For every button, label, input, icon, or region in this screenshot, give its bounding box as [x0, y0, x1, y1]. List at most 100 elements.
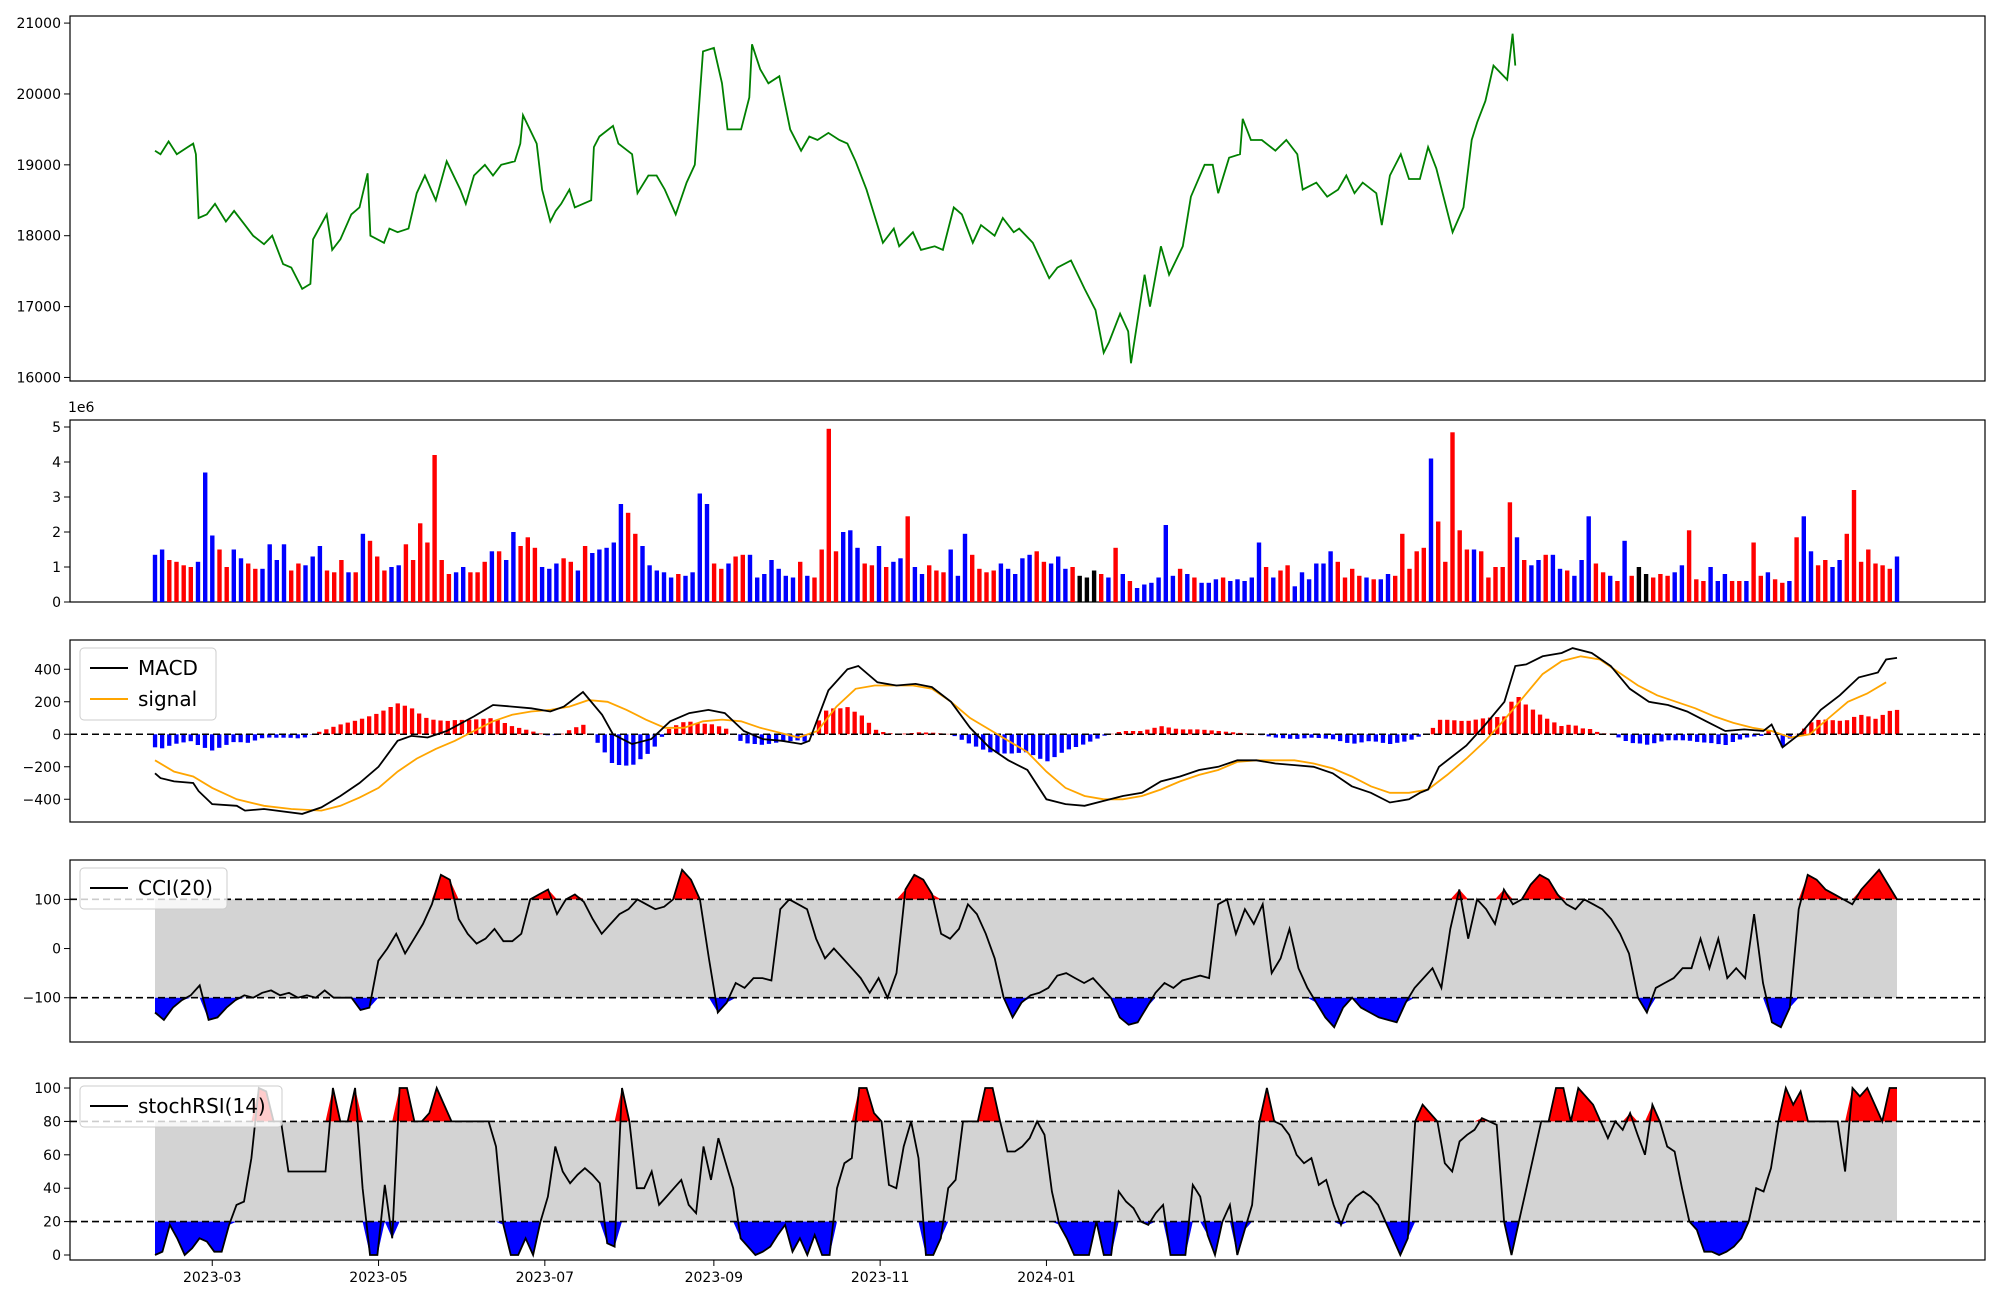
macd-histogram-bar: [674, 725, 678, 734]
volume-bar: [1780, 583, 1784, 602]
volume-bar: [1651, 578, 1655, 603]
macd-histogram-bar: [1409, 734, 1413, 739]
volume-bar: [1816, 565, 1820, 602]
macd-histogram-bar: [1731, 734, 1735, 742]
volume-bar: [246, 564, 250, 603]
macd-histogram-bar: [488, 718, 492, 734]
volume-bar: [1622, 541, 1626, 602]
volume-bar: [820, 550, 824, 603]
volume-bar: [1070, 567, 1074, 602]
volume-bar: [483, 562, 487, 602]
macd-histogram-bar: [396, 703, 400, 734]
volume-bar: [963, 534, 967, 602]
volume-bar: [1113, 548, 1117, 602]
volume-bar: [1185, 574, 1189, 602]
macd-histogram-bar: [189, 734, 193, 741]
macd-histogram-bar: [624, 734, 628, 765]
volume-bar: [633, 534, 637, 602]
macd-histogram-bar: [1017, 734, 1021, 753]
macd-histogram-bar: [517, 728, 521, 734]
volume-bar: [1837, 560, 1841, 602]
macd-histogram-bar: [1060, 734, 1064, 753]
macd-histogram-bar: [1167, 728, 1171, 735]
macd-histogram-bar: [1859, 715, 1863, 734]
volume-bar: [296, 564, 300, 603]
macd-histogram-bar: [331, 727, 335, 734]
macd-histogram-bar: [853, 712, 857, 735]
volume-bar: [1880, 565, 1884, 602]
cci-ytick-label: 100: [34, 892, 61, 908]
volume-bar: [1565, 571, 1569, 603]
macd-histogram-bar: [638, 734, 642, 759]
volume-bar: [189, 567, 193, 602]
volume-bar: [432, 455, 436, 602]
volume-bar: [834, 551, 838, 602]
macd-histogram-bar: [1695, 734, 1699, 742]
volume-bar: [1149, 583, 1153, 602]
macd-histogram-bar: [745, 734, 749, 743]
volume-bar: [1436, 522, 1440, 603]
volume-bar: [920, 574, 924, 602]
volume-bar: [1665, 576, 1669, 602]
macd-histogram-bar: [1045, 734, 1049, 761]
macd-histogram-bar: [1688, 734, 1692, 741]
volume-bar: [1027, 555, 1031, 602]
volume-bar: [733, 557, 737, 603]
volume-bar: [1544, 555, 1548, 602]
macd-histogram-bar: [867, 723, 871, 735]
volume-bar: [1888, 569, 1892, 602]
volume-bar: [1171, 576, 1175, 602]
volume-bar: [1250, 578, 1254, 603]
volume-bar: [354, 572, 358, 602]
macd-histogram-bar: [1445, 720, 1449, 735]
macd-histogram-bar: [538, 733, 542, 734]
volume-bar: [927, 565, 931, 602]
volume-bar: [346, 572, 350, 602]
volume-bar: [1429, 459, 1433, 603]
volume-bar: [1737, 581, 1741, 602]
macd-histogram-bar: [838, 708, 842, 734]
volume-bar: [1809, 551, 1813, 602]
volume-bar: [1493, 567, 1497, 602]
volume-bar: [210, 536, 214, 603]
volume-bar: [1085, 578, 1089, 603]
volume-bar: [318, 546, 322, 602]
volume-bar: [698, 494, 702, 603]
volume-bar: [1680, 565, 1684, 602]
volume-bar: [282, 544, 286, 602]
macd-histogram-bar: [217, 734, 221, 748]
macd-ytick-label: 0: [52, 727, 61, 743]
volume-bar: [906, 516, 910, 602]
volume-bar: [1465, 550, 1469, 603]
volume-bar: [1092, 571, 1096, 603]
volume-bar: [848, 530, 852, 602]
macd-histogram-bar: [924, 733, 928, 735]
volume-bar: [1379, 579, 1383, 602]
stochrsi-neutral-band: [155, 1121, 1897, 1221]
volume-bar: [440, 560, 444, 602]
volume-bar: [1242, 581, 1246, 602]
macd-histogram-bar: [1152, 728, 1156, 735]
macd-histogram-bar: [360, 719, 364, 735]
volume-bar: [1687, 530, 1691, 602]
macd-histogram-bar: [210, 734, 214, 750]
price-axes-frame: [70, 16, 1985, 381]
volume-bar: [203, 473, 207, 603]
volume-bar: [1895, 557, 1899, 603]
volume-bar: [1529, 565, 1533, 602]
macd-histogram-bar: [710, 724, 714, 734]
volume-bar: [569, 562, 573, 602]
volume-bar: [1716, 581, 1720, 602]
volume-bar: [1357, 576, 1361, 602]
volume-bar: [1006, 569, 1010, 602]
macd-histogram-bar: [410, 708, 414, 734]
macd-histogram-bar: [1674, 734, 1678, 740]
volume-bar: [1386, 574, 1390, 602]
volume-bar: [1278, 571, 1282, 603]
volume-bar: [1285, 565, 1289, 602]
macd-histogram-bar: [581, 725, 585, 734]
volume-bar: [1135, 588, 1139, 602]
volume-bar: [447, 574, 451, 602]
macd-histogram-bar: [389, 707, 393, 734]
